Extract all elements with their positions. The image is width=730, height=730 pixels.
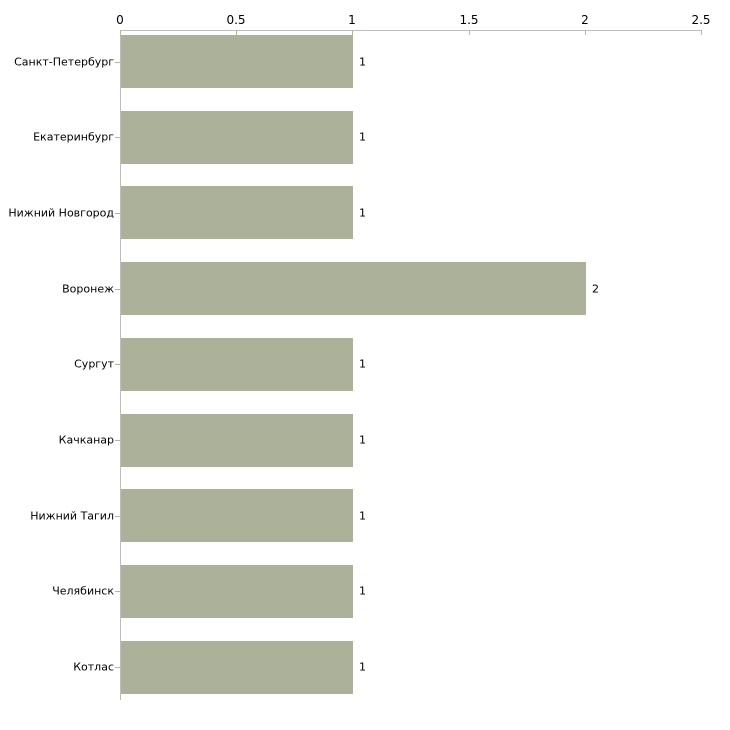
x-tick-mark <box>701 30 702 35</box>
x-tick-mark <box>120 30 121 35</box>
category-label: Екатеринбург <box>33 130 114 144</box>
x-tick-label: 0 <box>116 13 124 27</box>
value-label: 1 <box>359 130 366 144</box>
bar <box>121 338 353 391</box>
value-label: 1 <box>359 55 366 69</box>
bar <box>121 111 353 164</box>
bar <box>121 489 353 542</box>
x-tick-mark <box>469 30 470 35</box>
x-tick-label: 1 <box>348 13 356 27</box>
category-tick-mark <box>115 364 120 365</box>
category-tick-mark <box>115 137 120 138</box>
value-label: 1 <box>359 584 366 598</box>
x-tick-label: 1.5 <box>459 13 479 27</box>
category-tick-mark <box>115 62 120 63</box>
value-label: 1 <box>359 660 366 674</box>
bar <box>121 414 353 467</box>
value-label: 1 <box>359 433 366 447</box>
category-tick-mark <box>115 289 120 290</box>
category-tick-mark <box>115 667 120 668</box>
category-tick-mark <box>115 591 120 592</box>
x-tick-label: 2 <box>581 13 589 27</box>
bar <box>121 641 353 694</box>
category-label: Воронеж <box>62 282 114 296</box>
value-label: 1 <box>359 509 366 523</box>
bar <box>121 262 586 315</box>
category-label: Сургут <box>74 357 114 371</box>
category-label: Качканар <box>58 433 114 447</box>
value-label: 1 <box>359 206 366 220</box>
x-tick-label: 0.5 <box>226 13 246 27</box>
category-label: Нижний Тагил <box>30 509 114 523</box>
x-tick-mark <box>352 30 353 35</box>
category-tick-mark <box>115 516 120 517</box>
bar <box>121 186 353 239</box>
category-label: Санкт-Петербург <box>14 55 114 69</box>
x-tick-label: 2.5 <box>691 13 711 27</box>
category-label: Котлас <box>73 660 114 674</box>
x-axis-line <box>120 30 702 31</box>
category-label: Нижний Новгород <box>8 206 114 220</box>
category-label: Челябинск <box>52 584 114 598</box>
value-label: 2 <box>592 282 599 296</box>
value-label: 1 <box>359 357 366 371</box>
y-axis-line <box>120 30 121 700</box>
category-tick-mark <box>115 440 120 441</box>
x-tick-mark <box>585 30 586 35</box>
bar <box>121 565 353 618</box>
x-tick-mark <box>236 30 237 35</box>
bar <box>121 35 353 88</box>
category-tick-mark <box>115 213 120 214</box>
